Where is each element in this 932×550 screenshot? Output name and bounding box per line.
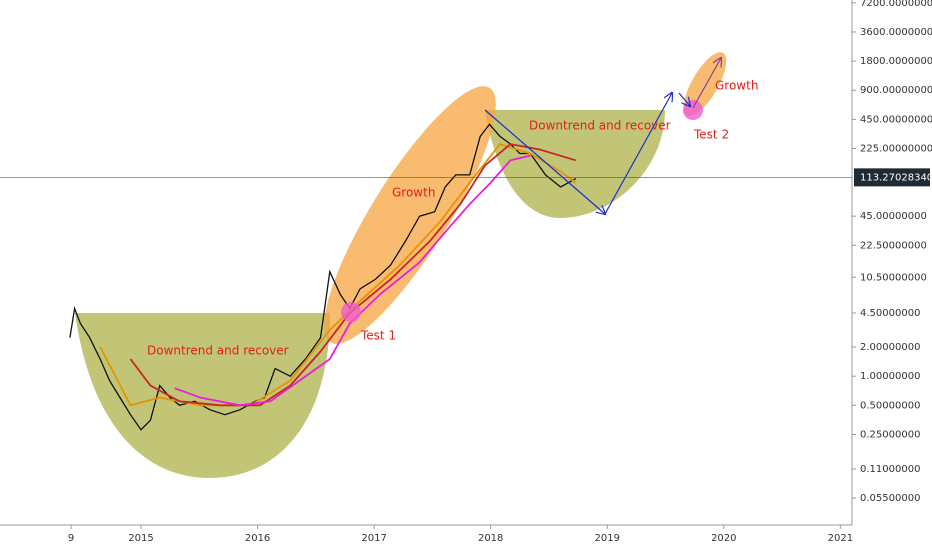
annotation: Downtrend and recover xyxy=(147,344,289,358)
current-price-box xyxy=(854,168,930,187)
y-tick-label: 7200.00000000 xyxy=(860,0,932,9)
x-tick-label: 2016 xyxy=(245,533,270,544)
current-price-label: 113.27028340 xyxy=(860,172,932,183)
x-tick-label: 2021 xyxy=(828,533,853,544)
drawings xyxy=(75,52,727,478)
y-tick-label: 0.11000000 xyxy=(860,464,920,475)
test-circle xyxy=(341,302,361,322)
price-line xyxy=(69,123,577,431)
y-tick-label: 450.00000000 xyxy=(860,114,932,125)
y-tick-label: 22.50000000 xyxy=(860,240,927,251)
cup-shape xyxy=(75,313,330,478)
y-tick-label: 0.50000000 xyxy=(860,400,920,411)
x-tick-label: 2019 xyxy=(595,533,620,544)
price-line xyxy=(174,154,531,407)
y-tick-label: 1.00000000 xyxy=(860,371,920,382)
annotation: Test 2 xyxy=(693,128,729,142)
growth-ellipse xyxy=(324,86,496,344)
annotation: Downtrend and recover xyxy=(529,119,671,133)
arrow xyxy=(484,109,605,214)
arrow xyxy=(678,92,690,106)
y-tick-label: 10.50000000 xyxy=(860,272,927,283)
x-tick-label: 2017 xyxy=(361,533,386,544)
annotation: Growth xyxy=(392,186,435,200)
y-tick-label: 0.05500000 xyxy=(860,493,920,504)
x-tick-label: 2020 xyxy=(711,533,736,544)
cup-shape xyxy=(485,110,665,218)
drawings-top: Downtrend and recover Growth Test 1 Down… xyxy=(147,58,758,358)
arrow xyxy=(692,58,721,109)
y-tick-label: 4.50000000 xyxy=(860,308,920,319)
price-line xyxy=(99,143,577,407)
annotation: Test 1 xyxy=(360,329,396,343)
y-tick-label: 2.00000000 xyxy=(860,342,920,353)
x-tick-label: 9 xyxy=(68,533,74,544)
test-circle xyxy=(683,100,703,120)
y-tick-label: 1800.00000000 xyxy=(860,56,932,67)
y-tick-label: 45.00000000 xyxy=(860,211,927,222)
y-tick-label: 225.00000000 xyxy=(860,144,932,155)
y-tick-label: 900.00000000 xyxy=(860,85,932,96)
y-tick-label: 0.25000000 xyxy=(860,429,920,440)
arrow xyxy=(604,93,672,215)
y-tick-label: 3600.00000000 xyxy=(860,27,932,38)
annotation: Growth xyxy=(715,79,758,93)
x-tick-label: 2018 xyxy=(478,533,503,544)
x-tick-label: 2015 xyxy=(128,533,153,544)
